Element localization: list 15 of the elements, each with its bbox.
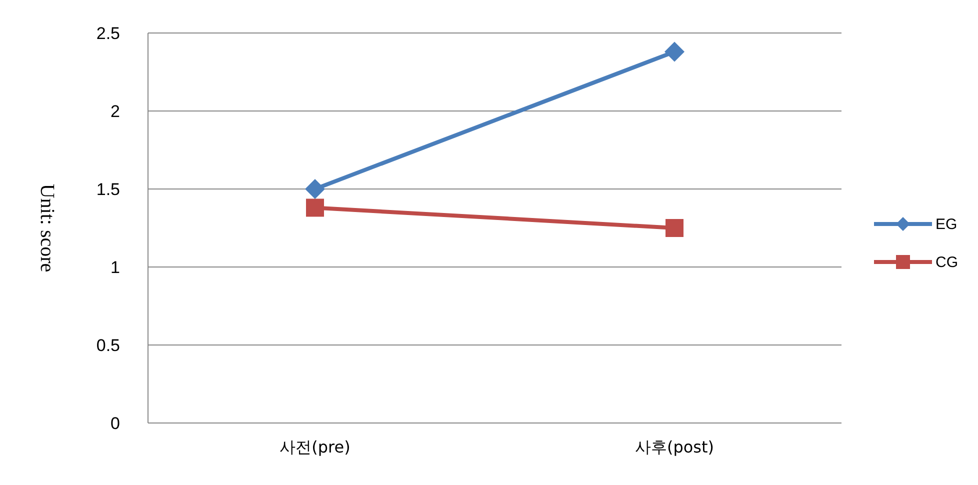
point: [305, 179, 325, 199]
y-tick-label: 0: [110, 414, 120, 434]
legend-label: EG: [936, 216, 958, 232]
point: [666, 219, 684, 237]
y-axis-title: Unit: score: [36, 184, 58, 272]
point: [306, 198, 324, 217]
legend-label: CG: [936, 254, 958, 270]
y-tick-label: 1: [110, 258, 120, 278]
y-tick-label: 0.5: [96, 336, 120, 356]
y-tick-label: 1.5: [96, 180, 120, 200]
y-tick-label: 2: [110, 102, 120, 122]
x-tick-label: 사전(pre): [280, 437, 350, 456]
x-tick-label: 사후(post): [634, 437, 714, 456]
y-tick-label: 2.5: [96, 24, 120, 44]
point: [664, 42, 684, 62]
